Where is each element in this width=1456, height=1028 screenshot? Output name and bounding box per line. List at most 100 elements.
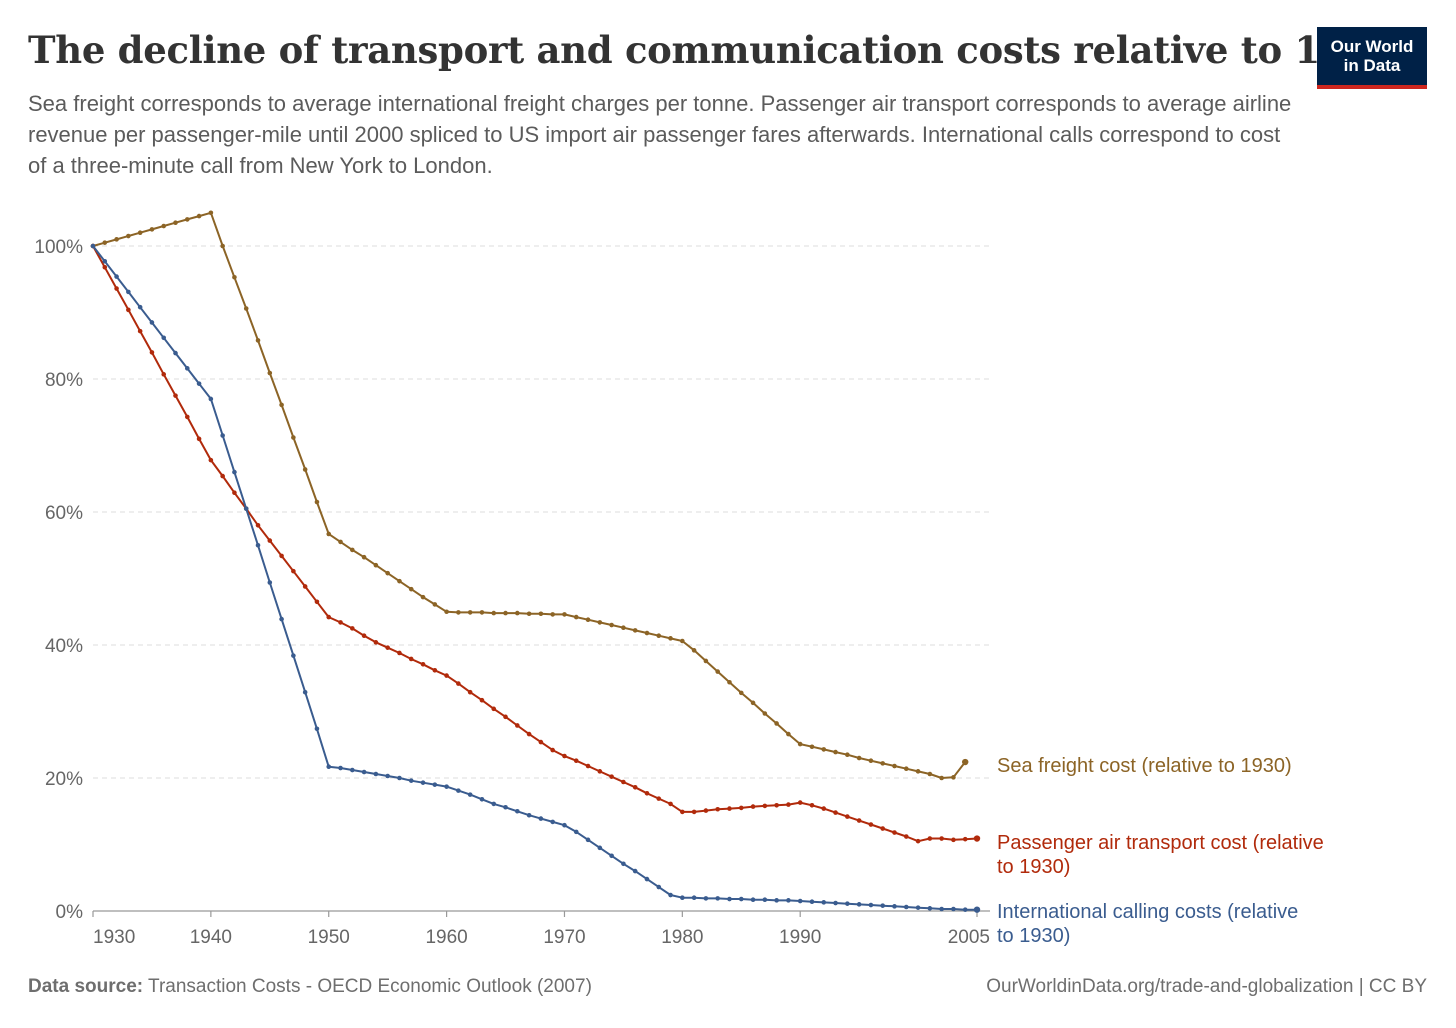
data-point[interactable] — [680, 809, 685, 815]
owid-logo[interactable]: Our World in Data — [1317, 27, 1427, 89]
data-point[interactable] — [196, 213, 202, 219]
series-label[interactable]: Sea freight cost (relative to 1930) — [997, 755, 1292, 777]
data-point[interactable] — [432, 782, 438, 787]
data-point[interactable] — [597, 620, 603, 625]
footer-credit[interactable]: OurWorldinData.org/trade-and-globalizati… — [986, 976, 1427, 997]
data-point[interactable] — [715, 669, 720, 674]
data-point[interactable] — [373, 771, 379, 777]
data-point[interactable] — [515, 808, 520, 814]
data-point[interactable] — [526, 611, 532, 617]
data-point[interactable] — [903, 904, 909, 910]
data-point[interactable] — [114, 237, 119, 242]
data-point[interactable] — [149, 227, 155, 232]
data-point[interactable] — [915, 838, 921, 844]
data-point[interactable] — [173, 220, 178, 226]
data-point[interactable] — [597, 845, 603, 851]
data-point[interactable] — [361, 633, 367, 638]
data-point[interactable] — [727, 896, 732, 902]
data-point[interactable] — [208, 210, 214, 216]
data-point[interactable] — [291, 653, 296, 658]
data-point[interactable] — [326, 764, 332, 769]
data-point[interactable] — [856, 755, 862, 761]
data-point[interactable] — [503, 804, 508, 810]
data-point[interactable] — [126, 289, 131, 295]
data-point[interactable] — [880, 761, 886, 766]
data-point[interactable] — [668, 636, 673, 641]
data-point[interactable] — [573, 614, 579, 620]
data-point[interactable] — [196, 436, 202, 442]
data-point[interactable] — [538, 739, 544, 745]
data-point[interactable] — [255, 523, 261, 528]
data-point[interactable] — [927, 906, 933, 911]
data-point[interactable] — [114, 274, 119, 279]
data-point[interactable] — [456, 788, 461, 793]
data-point[interactable] — [573, 829, 579, 835]
data-point[interactable] — [184, 414, 190, 420]
data-point[interactable] — [503, 610, 508, 616]
data-point[interactable] — [350, 626, 355, 631]
data-point[interactable] — [562, 753, 567, 759]
data-point[interactable] — [632, 628, 638, 633]
data-point[interactable] — [243, 306, 249, 311]
data-point[interactable] — [173, 350, 178, 356]
data-point[interactable] — [255, 542, 261, 548]
data-point[interactable] — [951, 906, 956, 912]
data-point[interactable] — [668, 892, 673, 898]
data-point[interactable] — [373, 562, 379, 568]
data-point[interactable] — [680, 638, 685, 644]
data-point[interactable] — [951, 775, 956, 780]
data-point[interactable] — [255, 338, 261, 343]
data-point[interactable] — [350, 547, 355, 553]
data-point[interactable] — [220, 243, 225, 249]
data-point[interactable] — [361, 769, 367, 775]
data-point[interactable] — [432, 602, 438, 607]
data-point[interactable] — [338, 620, 343, 625]
data-point[interactable] — [809, 744, 815, 750]
data-point[interactable] — [786, 731, 791, 737]
series-line[interactable] — [92, 245, 977, 911]
data-point[interactable] — [892, 904, 897, 909]
series-label[interactable]: Passenger air transport cost (relative to… — [997, 832, 1324, 878]
data-point[interactable] — [680, 895, 685, 900]
data-point[interactable] — [184, 217, 190, 222]
data-point[interactable] — [397, 650, 402, 656]
data-point[interactable] — [302, 584, 308, 589]
data-point[interactable] — [562, 822, 567, 828]
data-point[interactable] — [656, 796, 662, 801]
data-point[interactable] — [373, 640, 379, 645]
data-point[interactable] — [609, 853, 614, 859]
data-point[interactable] — [149, 320, 155, 325]
data-point[interactable] — [774, 898, 779, 903]
data-point[interactable] — [856, 902, 862, 907]
data-point[interactable] — [703, 808, 709, 813]
data-point[interactable] — [173, 393, 178, 398]
data-point[interactable] — [467, 689, 473, 695]
data-point[interactable] — [762, 897, 768, 902]
data-point[interactable] — [656, 884, 662, 890]
data-point[interactable] — [774, 721, 779, 726]
data-point[interactable] — [939, 906, 944, 912]
data-point[interactable] — [762, 803, 768, 809]
data-point[interactable] — [868, 902, 874, 908]
data-point[interactable] — [797, 898, 803, 904]
data-point[interactable] — [962, 758, 969, 766]
data-point[interactable] — [161, 335, 167, 341]
data-point[interactable] — [715, 806, 720, 812]
data-point[interactable] — [632, 785, 638, 790]
data-point[interactable] — [868, 822, 874, 827]
data-point[interactable] — [951, 837, 956, 843]
data-point[interactable] — [420, 594, 426, 600]
data-point[interactable] — [196, 381, 202, 386]
data-point[interactable] — [267, 538, 273, 543]
data-point[interactable] — [291, 568, 296, 574]
data-point[interactable] — [408, 778, 414, 783]
data-point[interactable] — [903, 766, 909, 771]
data-point[interactable] — [927, 771, 933, 777]
data-point[interactable] — [515, 610, 520, 616]
data-point[interactable] — [750, 804, 756, 809]
data-point[interactable] — [621, 861, 626, 867]
data-point[interactable] — [880, 826, 886, 831]
data-point[interactable] — [691, 648, 697, 653]
data-point[interactable] — [479, 610, 485, 615]
data-point[interactable] — [585, 617, 591, 623]
